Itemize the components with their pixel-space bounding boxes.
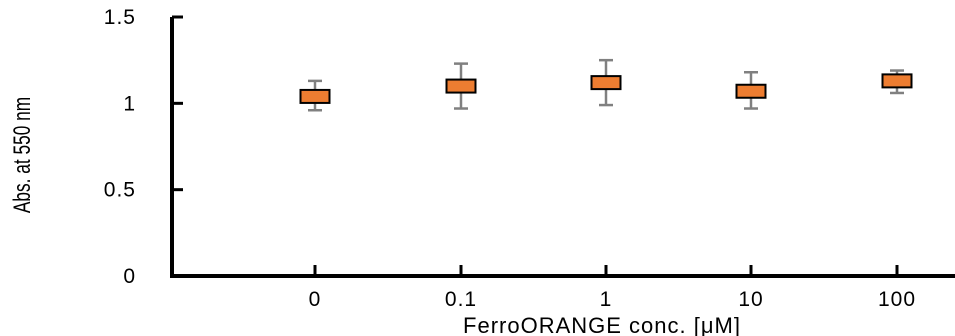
x-tick-label: 1 (600, 288, 613, 311)
x-axis-ticks: 0 0.1 1 10 100 (309, 265, 916, 311)
x-tick-label: 0 (309, 288, 322, 311)
data-point-marker (881, 73, 913, 89)
y-tick-label: 0.5 (104, 179, 136, 202)
x-tick-label: 100 (878, 288, 916, 311)
data-point-marker (735, 83, 767, 99)
y-tick-label: 1 (123, 92, 136, 115)
y-axis-ticks: 0 0.5 1 1.5 (104, 6, 183, 288)
data-point-marker (299, 88, 331, 104)
data-point-marker (445, 78, 477, 94)
x-tick-label: 0.1 (445, 288, 477, 311)
data-point-marker (590, 75, 622, 91)
y-tick-label: 1.5 (104, 6, 136, 29)
y-axis-title: Abs. at 550 nm (9, 97, 35, 213)
x-axis-title: FerroORANGE conc. [μM] (463, 313, 741, 336)
data-markers (299, 73, 913, 104)
y-tick-label: 0 (123, 265, 136, 288)
x-tick-label: 10 (738, 288, 763, 311)
